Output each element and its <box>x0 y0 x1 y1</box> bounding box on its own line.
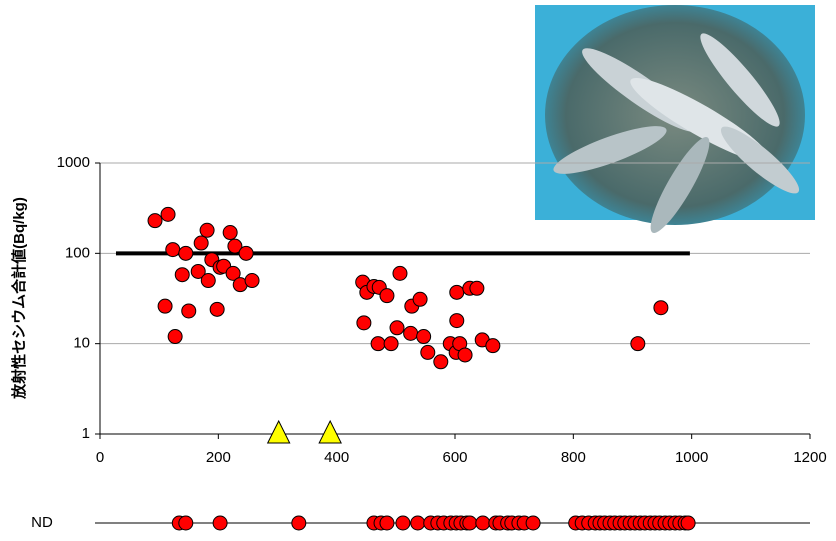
data-point <box>412 291 428 307</box>
x-tick-label: 1000 <box>675 449 708 466</box>
y-tick-label: 1000 <box>57 154 90 171</box>
data-point <box>356 315 372 331</box>
data-point <box>485 338 501 354</box>
nd-point <box>212 515 228 531</box>
data-point <box>379 288 395 304</box>
data-point <box>630 336 646 352</box>
nd-point <box>379 515 395 531</box>
data-point <box>200 273 216 289</box>
data-point <box>160 206 176 222</box>
data-point <box>416 329 432 345</box>
photo <box>535 5 815 234</box>
x-tick-label: 0 <box>96 449 104 466</box>
x-tick-label: 600 <box>442 449 467 466</box>
data-point <box>167 329 183 345</box>
data-point <box>449 313 465 329</box>
data-triangle <box>318 419 342 444</box>
data-point <box>190 263 206 279</box>
data-point <box>157 298 173 314</box>
data-point <box>370 336 386 352</box>
nd-point <box>680 515 696 531</box>
data-point <box>165 242 181 258</box>
y-tick-label: 100 <box>65 244 90 261</box>
data-point <box>457 347 473 363</box>
x-tick-label: 800 <box>561 449 586 466</box>
data-triangle <box>266 419 291 444</box>
x-tick-label: 200 <box>206 449 231 466</box>
data-point <box>403 325 419 341</box>
data-point <box>174 267 190 283</box>
nd-point <box>395 515 411 531</box>
data-point <box>383 336 399 352</box>
nd-point <box>525 515 541 531</box>
nd-point <box>178 515 194 531</box>
data-point <box>147 213 163 229</box>
data-point <box>244 273 260 289</box>
data-point <box>653 300 669 316</box>
data-point <box>178 245 194 261</box>
nd-label: ND <box>31 514 53 531</box>
data-point <box>392 265 408 281</box>
data-point <box>238 245 254 261</box>
nd-point <box>410 515 426 531</box>
data-point <box>193 235 209 251</box>
y-tick-label: 10 <box>73 335 90 352</box>
data-point <box>225 265 241 281</box>
y-tick-label: 1 <box>82 425 90 442</box>
nd-point <box>291 515 307 531</box>
data-point <box>209 301 225 317</box>
data-point <box>420 344 436 360</box>
x-tick-label: 400 <box>324 449 349 466</box>
y-axis-label: 放射性セシウム合計値(Bq/kg) <box>10 197 28 400</box>
data-point <box>433 354 449 370</box>
nd-point <box>462 515 478 531</box>
nd-point <box>475 515 491 531</box>
data-point <box>222 225 238 241</box>
data-point <box>469 280 485 296</box>
data-point <box>227 238 243 254</box>
data-point <box>181 303 197 319</box>
x-tick-label: 1200 <box>793 449 826 466</box>
data-point <box>199 222 215 238</box>
data-point <box>389 320 405 336</box>
data-point <box>449 284 465 300</box>
